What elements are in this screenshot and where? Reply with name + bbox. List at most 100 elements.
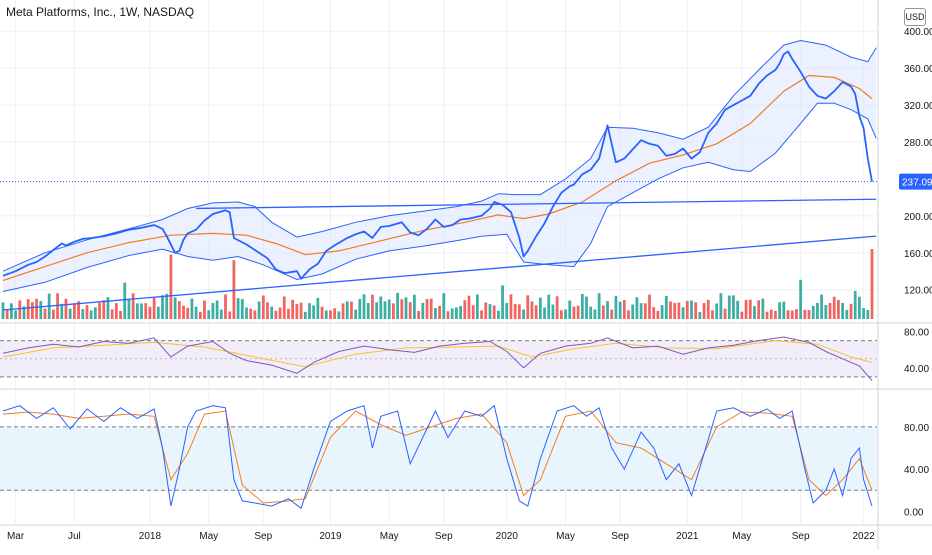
volume-bar bbox=[291, 299, 295, 319]
volume-bar bbox=[81, 308, 85, 319]
volume-bar bbox=[400, 299, 404, 319]
price-tick-label: 320.00 bbox=[904, 101, 932, 112]
volume-bar bbox=[841, 302, 845, 319]
volume-bar bbox=[669, 301, 672, 319]
price-tick-label: 120.00 bbox=[904, 286, 932, 297]
volume-bar bbox=[144, 303, 148, 319]
volume-bar bbox=[790, 310, 794, 319]
volume-bar bbox=[366, 303, 370, 319]
volume-bar bbox=[757, 300, 761, 319]
volume-bar bbox=[459, 306, 462, 319]
volume-bar bbox=[18, 300, 22, 319]
volume-bar bbox=[475, 294, 479, 319]
volume-bar bbox=[719, 293, 723, 319]
volume-bar bbox=[559, 310, 563, 319]
volume-bar bbox=[580, 293, 584, 319]
volume-bar bbox=[715, 303, 719, 319]
volume-bar bbox=[68, 308, 72, 319]
volume-bar bbox=[589, 306, 593, 319]
bollinger-lower-line bbox=[2, 102, 877, 292]
volume-bar bbox=[748, 299, 752, 319]
x-tick-label: Jul bbox=[68, 531, 81, 542]
volume-bar bbox=[824, 304, 828, 319]
volume-bar bbox=[43, 308, 47, 319]
volume-bar bbox=[496, 310, 500, 319]
volume-bar bbox=[849, 303, 853, 319]
volume-bar bbox=[287, 308, 290, 319]
volume-bar bbox=[198, 311, 202, 319]
volume-bar bbox=[93, 307, 97, 319]
volume-bar bbox=[429, 298, 433, 319]
volume-bar bbox=[30, 302, 34, 319]
volume-bar bbox=[177, 301, 181, 319]
volume-bar bbox=[442, 293, 446, 319]
x-tick-label: 2021 bbox=[676, 531, 699, 542]
volume-bar bbox=[774, 310, 777, 319]
volume-bar bbox=[526, 295, 530, 319]
trendline bbox=[2, 235, 877, 311]
volume-bar bbox=[39, 301, 43, 319]
x-tick-label: May bbox=[556, 531, 575, 542]
volume-bar bbox=[77, 301, 80, 319]
volume-bar bbox=[60, 303, 64, 319]
volume-bar bbox=[513, 304, 517, 319]
volume-bar bbox=[551, 304, 555, 319]
volume-bar bbox=[22, 306, 26, 319]
volume-bar bbox=[371, 294, 374, 319]
volume-bar bbox=[744, 299, 748, 319]
volume-bar bbox=[694, 302, 698, 319]
volume-bar bbox=[782, 301, 786, 319]
volume-bar bbox=[576, 305, 580, 319]
volume-bar bbox=[643, 303, 647, 319]
volume-bar bbox=[278, 307, 282, 319]
volume-bar bbox=[89, 310, 93, 319]
x-tick-label: May bbox=[732, 531, 751, 542]
moving-average-line bbox=[2, 74, 873, 282]
volume-bar bbox=[333, 308, 337, 319]
volume-bar bbox=[702, 303, 706, 319]
volume-bar bbox=[639, 303, 643, 319]
volume-bar bbox=[610, 309, 614, 319]
volume-bar bbox=[870, 249, 874, 319]
volume-bar bbox=[26, 299, 30, 319]
volume-bar bbox=[438, 305, 441, 319]
volume-bar bbox=[219, 309, 223, 319]
currency-button[interactable]: USD bbox=[904, 8, 926, 26]
volume-bar bbox=[10, 303, 13, 319]
volume-bar bbox=[769, 309, 773, 319]
volume-bar bbox=[488, 304, 492, 319]
volume-bar bbox=[480, 310, 483, 319]
volume-bar bbox=[837, 299, 840, 319]
volume-bar bbox=[606, 301, 609, 319]
volume-bar bbox=[807, 310, 811, 319]
volume-bar bbox=[597, 293, 601, 319]
rsi-line bbox=[2, 336, 873, 381]
x-tick-label: Sep bbox=[611, 531, 629, 542]
volume-bar bbox=[253, 310, 257, 319]
volume-bar bbox=[408, 302, 412, 319]
volume-bar bbox=[832, 296, 836, 319]
volume-bar bbox=[35, 298, 38, 319]
volume-bar bbox=[240, 299, 244, 319]
bollinger-upper-line bbox=[2, 39, 877, 272]
volume-bar bbox=[585, 296, 588, 319]
volume-bar bbox=[828, 302, 832, 319]
volume-bar bbox=[660, 305, 664, 319]
volume-bar bbox=[467, 295, 471, 319]
volume-bar bbox=[320, 306, 324, 319]
volume-bar bbox=[572, 306, 576, 319]
rsi-signal-line bbox=[2, 340, 873, 368]
stoch-tick-label: 0.00 bbox=[904, 507, 924, 518]
volume-bar bbox=[753, 306, 756, 319]
price-tick-label: 360.00 bbox=[904, 64, 932, 75]
price-tick-label: 280.00 bbox=[904, 138, 932, 149]
volume-bar bbox=[656, 311, 660, 319]
volume-bar bbox=[555, 296, 559, 319]
volume-bar bbox=[51, 309, 55, 319]
volume-bar bbox=[127, 298, 131, 319]
volume-bar bbox=[765, 311, 769, 319]
volume-bar bbox=[711, 310, 714, 319]
last-price-label: 237.09 bbox=[902, 178, 932, 189]
